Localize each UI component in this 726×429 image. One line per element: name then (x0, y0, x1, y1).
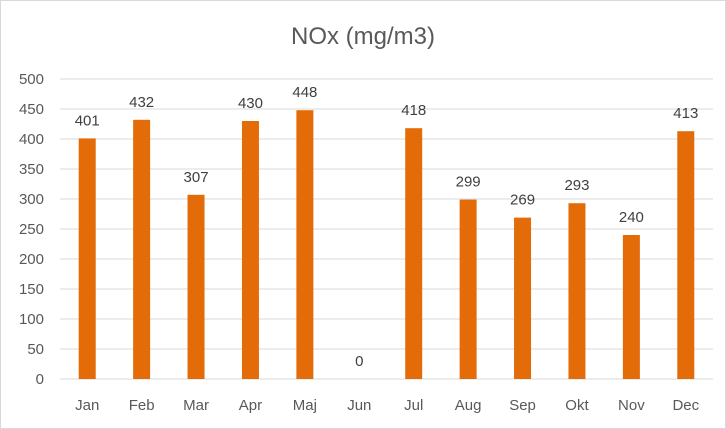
data-label-feb: 432 (129, 94, 154, 111)
data-label-aug: 299 (456, 174, 481, 191)
x-tick-label: Jun (347, 397, 371, 414)
x-tick-label: Okt (565, 397, 589, 414)
y-tick-label: 450 (19, 101, 44, 118)
x-tick-label: Mar (183, 397, 209, 414)
x-axis-ticks: Jan Feb Mar Apr Maj Jun Jul Aug Sep Okt Nov Dec (75, 397, 700, 414)
y-tick-label: 400 (19, 131, 44, 148)
data-label-jul: 418 (401, 102, 426, 119)
x-tick-label: Jan (75, 397, 99, 414)
bar-maj (296, 110, 314, 379)
x-tick-label: Dec (672, 397, 699, 414)
bar-okt (568, 203, 586, 379)
y-tick-label: 350 (19, 161, 44, 178)
x-tick-label: Nov (618, 397, 645, 414)
x-tick-label: Sep (509, 397, 536, 414)
bar-aug (459, 199, 477, 379)
y-tick-label: 300 (19, 191, 44, 208)
data-label-apr: 430 (238, 95, 263, 112)
y-axis-ticks: 0 50 100 150 200 250 300 350 400 450 500 (19, 71, 44, 388)
bar-jan (78, 138, 96, 379)
data-label-okt: 293 (564, 177, 589, 194)
x-tick-label: Maj (293, 397, 317, 414)
y-tick-label: 50 (27, 341, 44, 358)
data-label-nov: 240 (619, 209, 644, 226)
y-tick-label: 200 (19, 251, 44, 268)
bar-feb (133, 119, 151, 380)
x-tick-label: Aug (455, 397, 482, 414)
data-label-dec: 413 (673, 105, 698, 122)
data-label-mar: 307 (184, 169, 209, 186)
data-label-jan: 401 (75, 112, 100, 129)
bar-jul (405, 128, 423, 379)
chart-title: NOx (mg/m3) (291, 23, 435, 50)
data-label-jun: 0 (355, 353, 363, 370)
bar-sep (514, 217, 532, 379)
y-tick-label: 500 (19, 71, 44, 88)
gridlines (60, 78, 713, 380)
data-labels: 401 432 307 430 448 0 418 299 269 293 240 413 (75, 84, 699, 370)
bar-apr (241, 121, 259, 379)
bar-mar (187, 194, 205, 379)
bar-nov (622, 235, 640, 379)
bars (78, 110, 695, 380)
bar-dec (677, 131, 695, 379)
data-label-sep: 269 (510, 192, 535, 209)
x-tick-label: Apr (239, 397, 262, 414)
x-tick-label: Jul (404, 397, 423, 414)
y-tick-label: 0 (36, 371, 44, 388)
x-tick-label: Feb (129, 397, 155, 414)
y-tick-label: 150 (19, 281, 44, 298)
y-tick-label: 250 (19, 221, 44, 238)
data-label-maj: 448 (292, 84, 317, 101)
y-tick-label: 100 (19, 311, 44, 328)
